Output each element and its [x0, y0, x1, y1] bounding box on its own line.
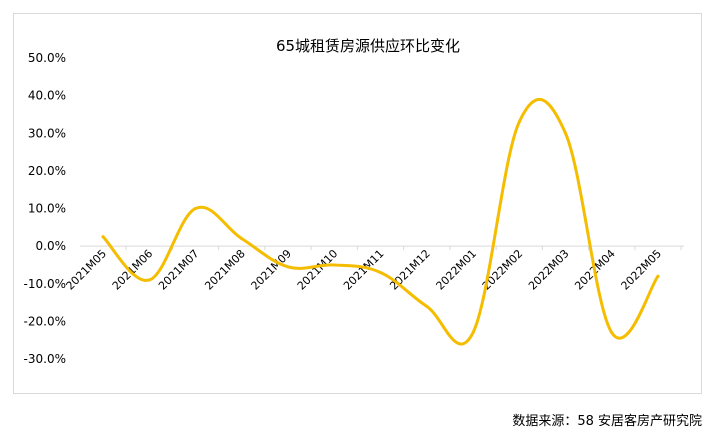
data-point — [425, 304, 429, 308]
data-point — [101, 235, 105, 239]
data-point — [564, 131, 567, 135]
data-point — [147, 278, 151, 282]
data-point — [286, 265, 290, 269]
data-point — [471, 331, 475, 335]
data-point — [610, 331, 614, 335]
series-points — [101, 120, 660, 335]
series-line — [101, 98, 660, 346]
y-tick-label: 10.0% — [28, 202, 66, 216]
y-tick-label: 0.0% — [36, 239, 67, 253]
x-tick-label: 2022M03 — [526, 247, 572, 293]
chart-frame — [13, 13, 702, 394]
x-tick-label: 2022M05 — [619, 247, 665, 293]
x-tick-label: 2021M05 — [64, 247, 110, 293]
y-axis-ticks: 50.0% 40.0% 30.0% 20.0% 10.0% 0.0% -10.0% -20.0… — [24, 51, 66, 366]
data-point — [656, 274, 660, 278]
x-tick-label: 2021M11 — [341, 247, 387, 293]
x-tick-label: 2021M12 — [387, 247, 433, 293]
data-point — [517, 120, 521, 124]
y-tick-label: -20.0% — [24, 314, 66, 328]
x-tick-label: 2021M09 — [249, 247, 295, 293]
x-tick-label: 2021M10 — [295, 247, 341, 293]
y-tick-label: -10.0% — [24, 277, 66, 291]
data-point — [240, 237, 244, 241]
y-tick-label: -30.0% — [24, 352, 66, 366]
data-point — [194, 207, 197, 210]
y-tick-label: 40.0% — [28, 89, 66, 103]
x-tick-label: 2021M08 — [202, 247, 248, 293]
x-tick-label: 2021M07 — [156, 247, 202, 293]
data-point — [379, 270, 382, 274]
y-tick-label: 20.0% — [28, 164, 66, 178]
data-point — [332, 263, 336, 267]
y-tick-label: 50.0% — [28, 51, 66, 65]
chart-title: 65城租赁房源供应环比变化 — [276, 37, 460, 55]
y-tick-label: 30.0% — [28, 126, 66, 140]
source-note: 数据来源：58 安居客房产研究院 — [512, 414, 702, 429]
x-tick-label: 2022M01 — [434, 247, 480, 293]
